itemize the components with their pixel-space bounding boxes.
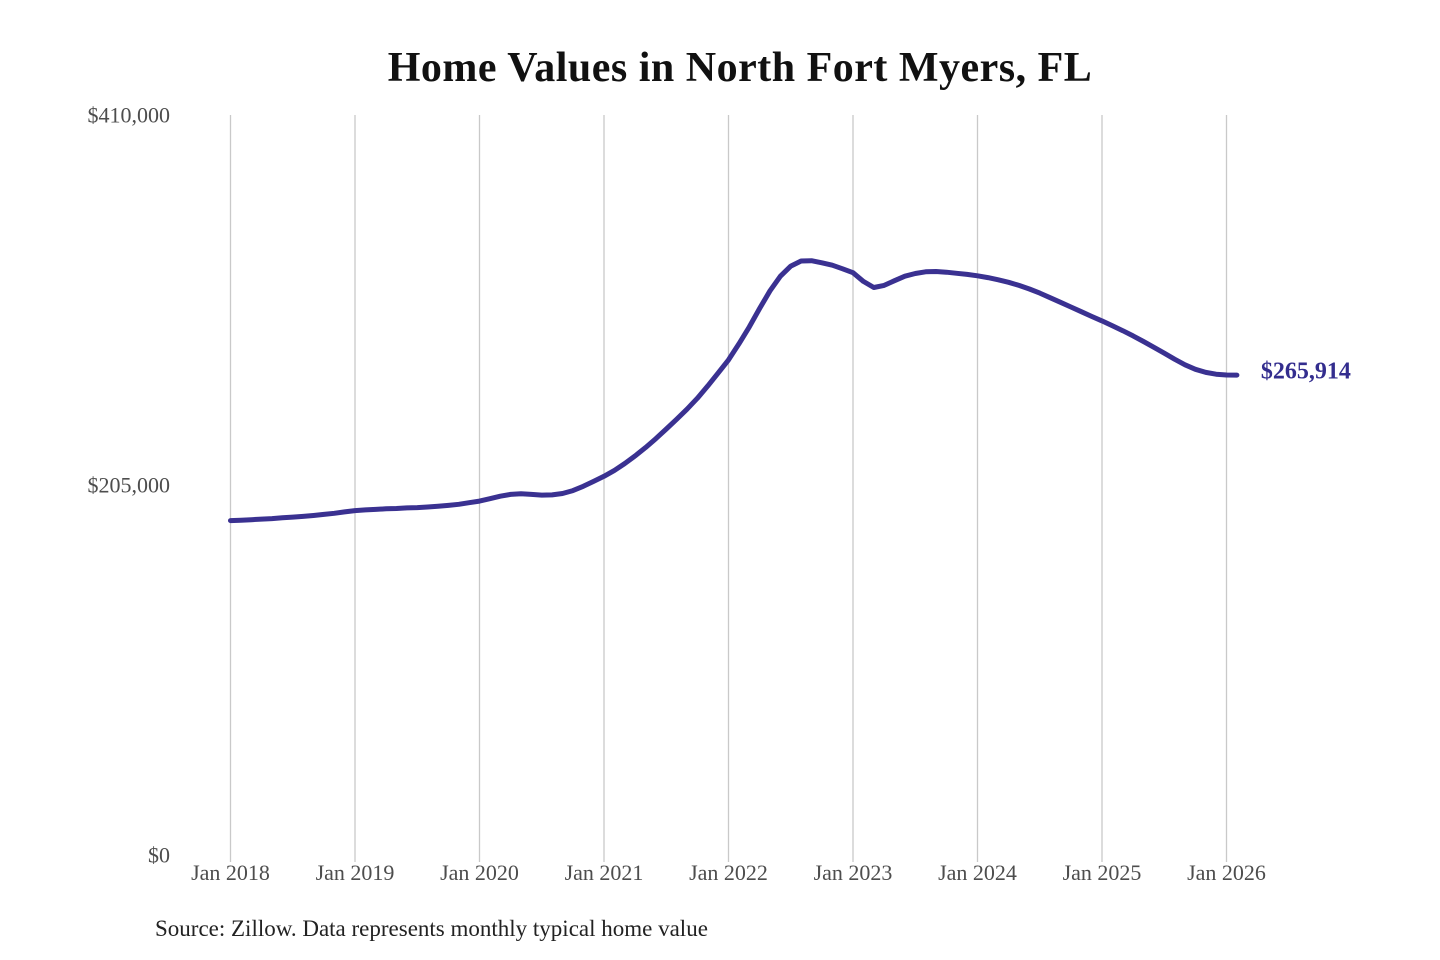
x-tick-label: Jan 2026 xyxy=(1187,860,1266,885)
y-tick-label: $0 xyxy=(148,842,170,867)
x-tick-label: Jan 2019 xyxy=(316,860,395,885)
y-tick-label: $410,000 xyxy=(88,102,171,127)
x-tick-label: Jan 2020 xyxy=(440,860,519,885)
home-value-line xyxy=(228,258,1240,524)
x-tick-label: Jan 2025 xyxy=(1063,860,1142,885)
current-value-label: $265,914 xyxy=(1261,358,1351,384)
x-tick-label: Jan 2018 xyxy=(191,860,270,885)
x-tick-label: Jan 2024 xyxy=(938,860,1017,885)
x-tick-label: Jan 2023 xyxy=(814,860,893,885)
source-note: Source: Zillow. Data represents monthly … xyxy=(155,916,708,941)
x-tick-label: Jan 2021 xyxy=(565,860,644,885)
x-tick-label: Jan 2022 xyxy=(689,860,768,885)
y-tick-label: $205,000 xyxy=(88,472,171,497)
chart-title: Home Values in North Fort Myers, FL xyxy=(387,45,1093,91)
